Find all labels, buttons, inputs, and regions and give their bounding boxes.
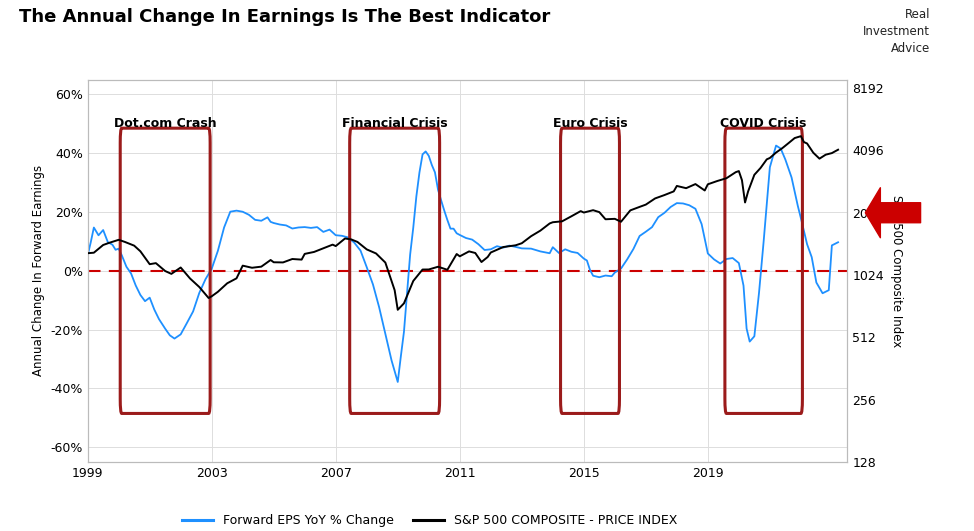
Text: Real
Investment
Advice: Real Investment Advice	[863, 8, 930, 55]
Y-axis label: S&P 500 Composite Index: S&P 500 Composite Index	[890, 195, 904, 347]
Text: The Annual Change In Earnings Is The Best Indicator: The Annual Change In Earnings Is The Bes…	[19, 8, 550, 26]
Text: Euro Crisis: Euro Crisis	[552, 117, 627, 130]
Text: Dot.com Crash: Dot.com Crash	[114, 117, 216, 130]
Text: Financial Crisis: Financial Crisis	[342, 117, 447, 130]
Legend: Forward EPS YoY % Change, S&P 500 COMPOSITE - PRICE INDEX: Forward EPS YoY % Change, S&P 500 COMPOS…	[177, 509, 682, 531]
Text: COVID Crisis: COVID Crisis	[721, 117, 806, 130]
Y-axis label: Annual Change In Forward Earnings: Annual Change In Forward Earnings	[32, 165, 45, 376]
